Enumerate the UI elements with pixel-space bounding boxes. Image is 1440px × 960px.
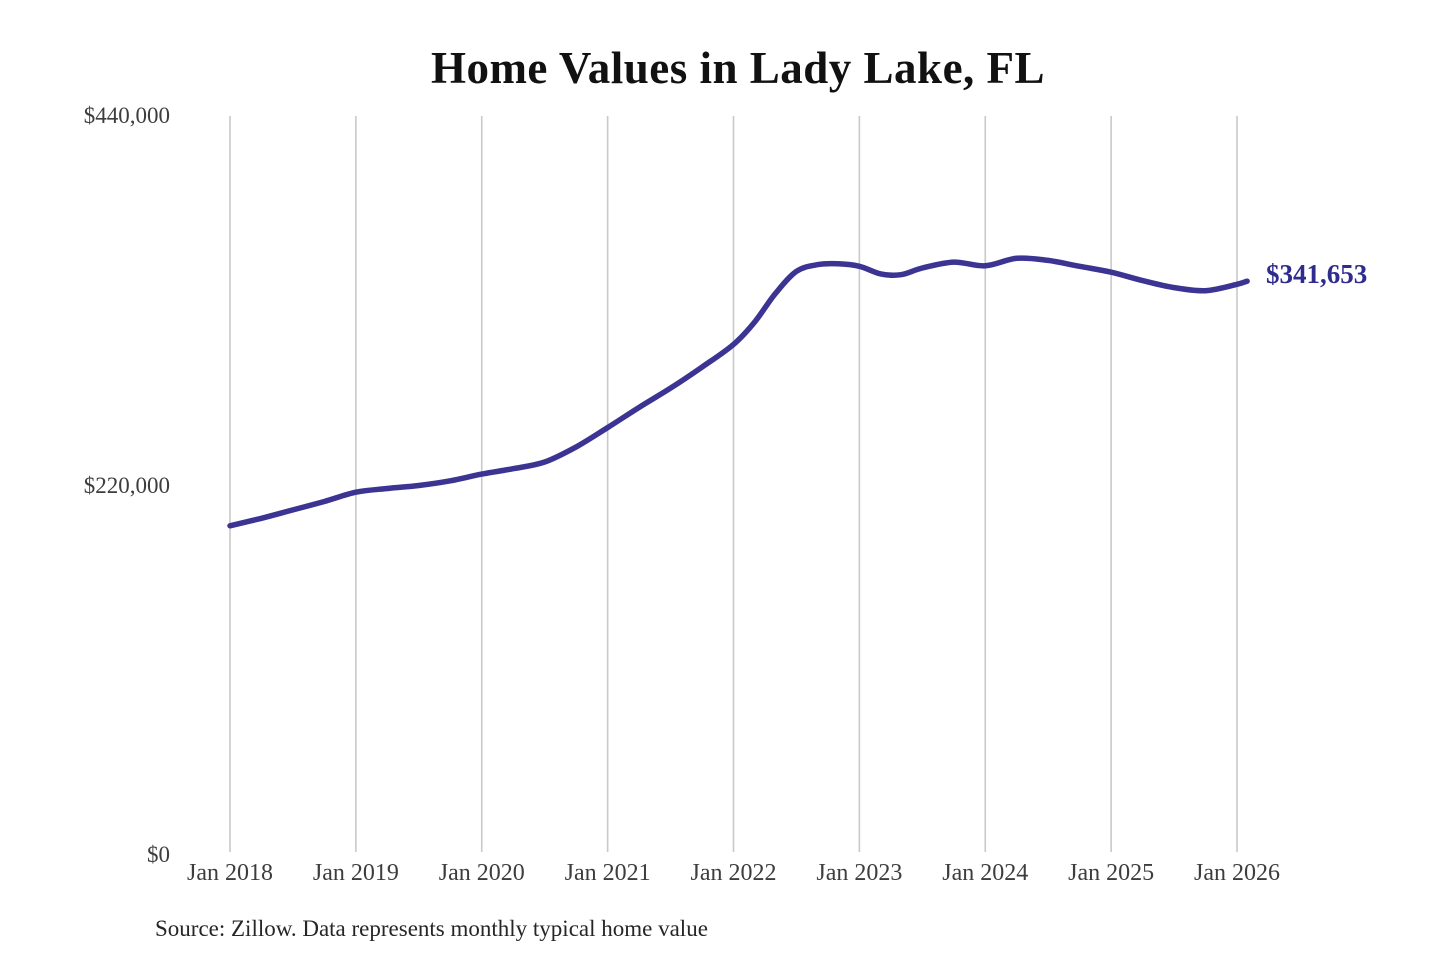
source-note: Source: Zillow. Data represents monthly … — [155, 916, 708, 941]
series-line — [227, 255, 1250, 529]
x-axis-tick-label: Jan 2019 — [312, 860, 399, 886]
x-axis-tick-label: Jan 2026 — [1194, 860, 1280, 886]
y-axis-tick-label: $0 — [147, 842, 170, 867]
chart-title: Home Values in Lady Lake, FL — [430, 43, 1046, 93]
x-axis-tick-label: Jan 2024 — [942, 860, 1029, 886]
x-axis-tick-label: Jan 2022 — [690, 860, 777, 886]
x-axis-tick-label: Jan 2023 — [816, 860, 903, 886]
x-axis-tick-label: Jan 2020 — [438, 860, 525, 886]
end-value-label: $341,653 — [1266, 259, 1368, 289]
x-axis-tick-label: Jan 2018 — [187, 860, 273, 886]
y-axis-tick-label: $220,000 — [83, 472, 170, 498]
y-axis-tick-label: $440,000 — [83, 103, 170, 128]
x-axis-tick-label: Jan 2021 — [564, 860, 651, 886]
x-axis-tick-label: Jan 2025 — [1068, 860, 1155, 886]
